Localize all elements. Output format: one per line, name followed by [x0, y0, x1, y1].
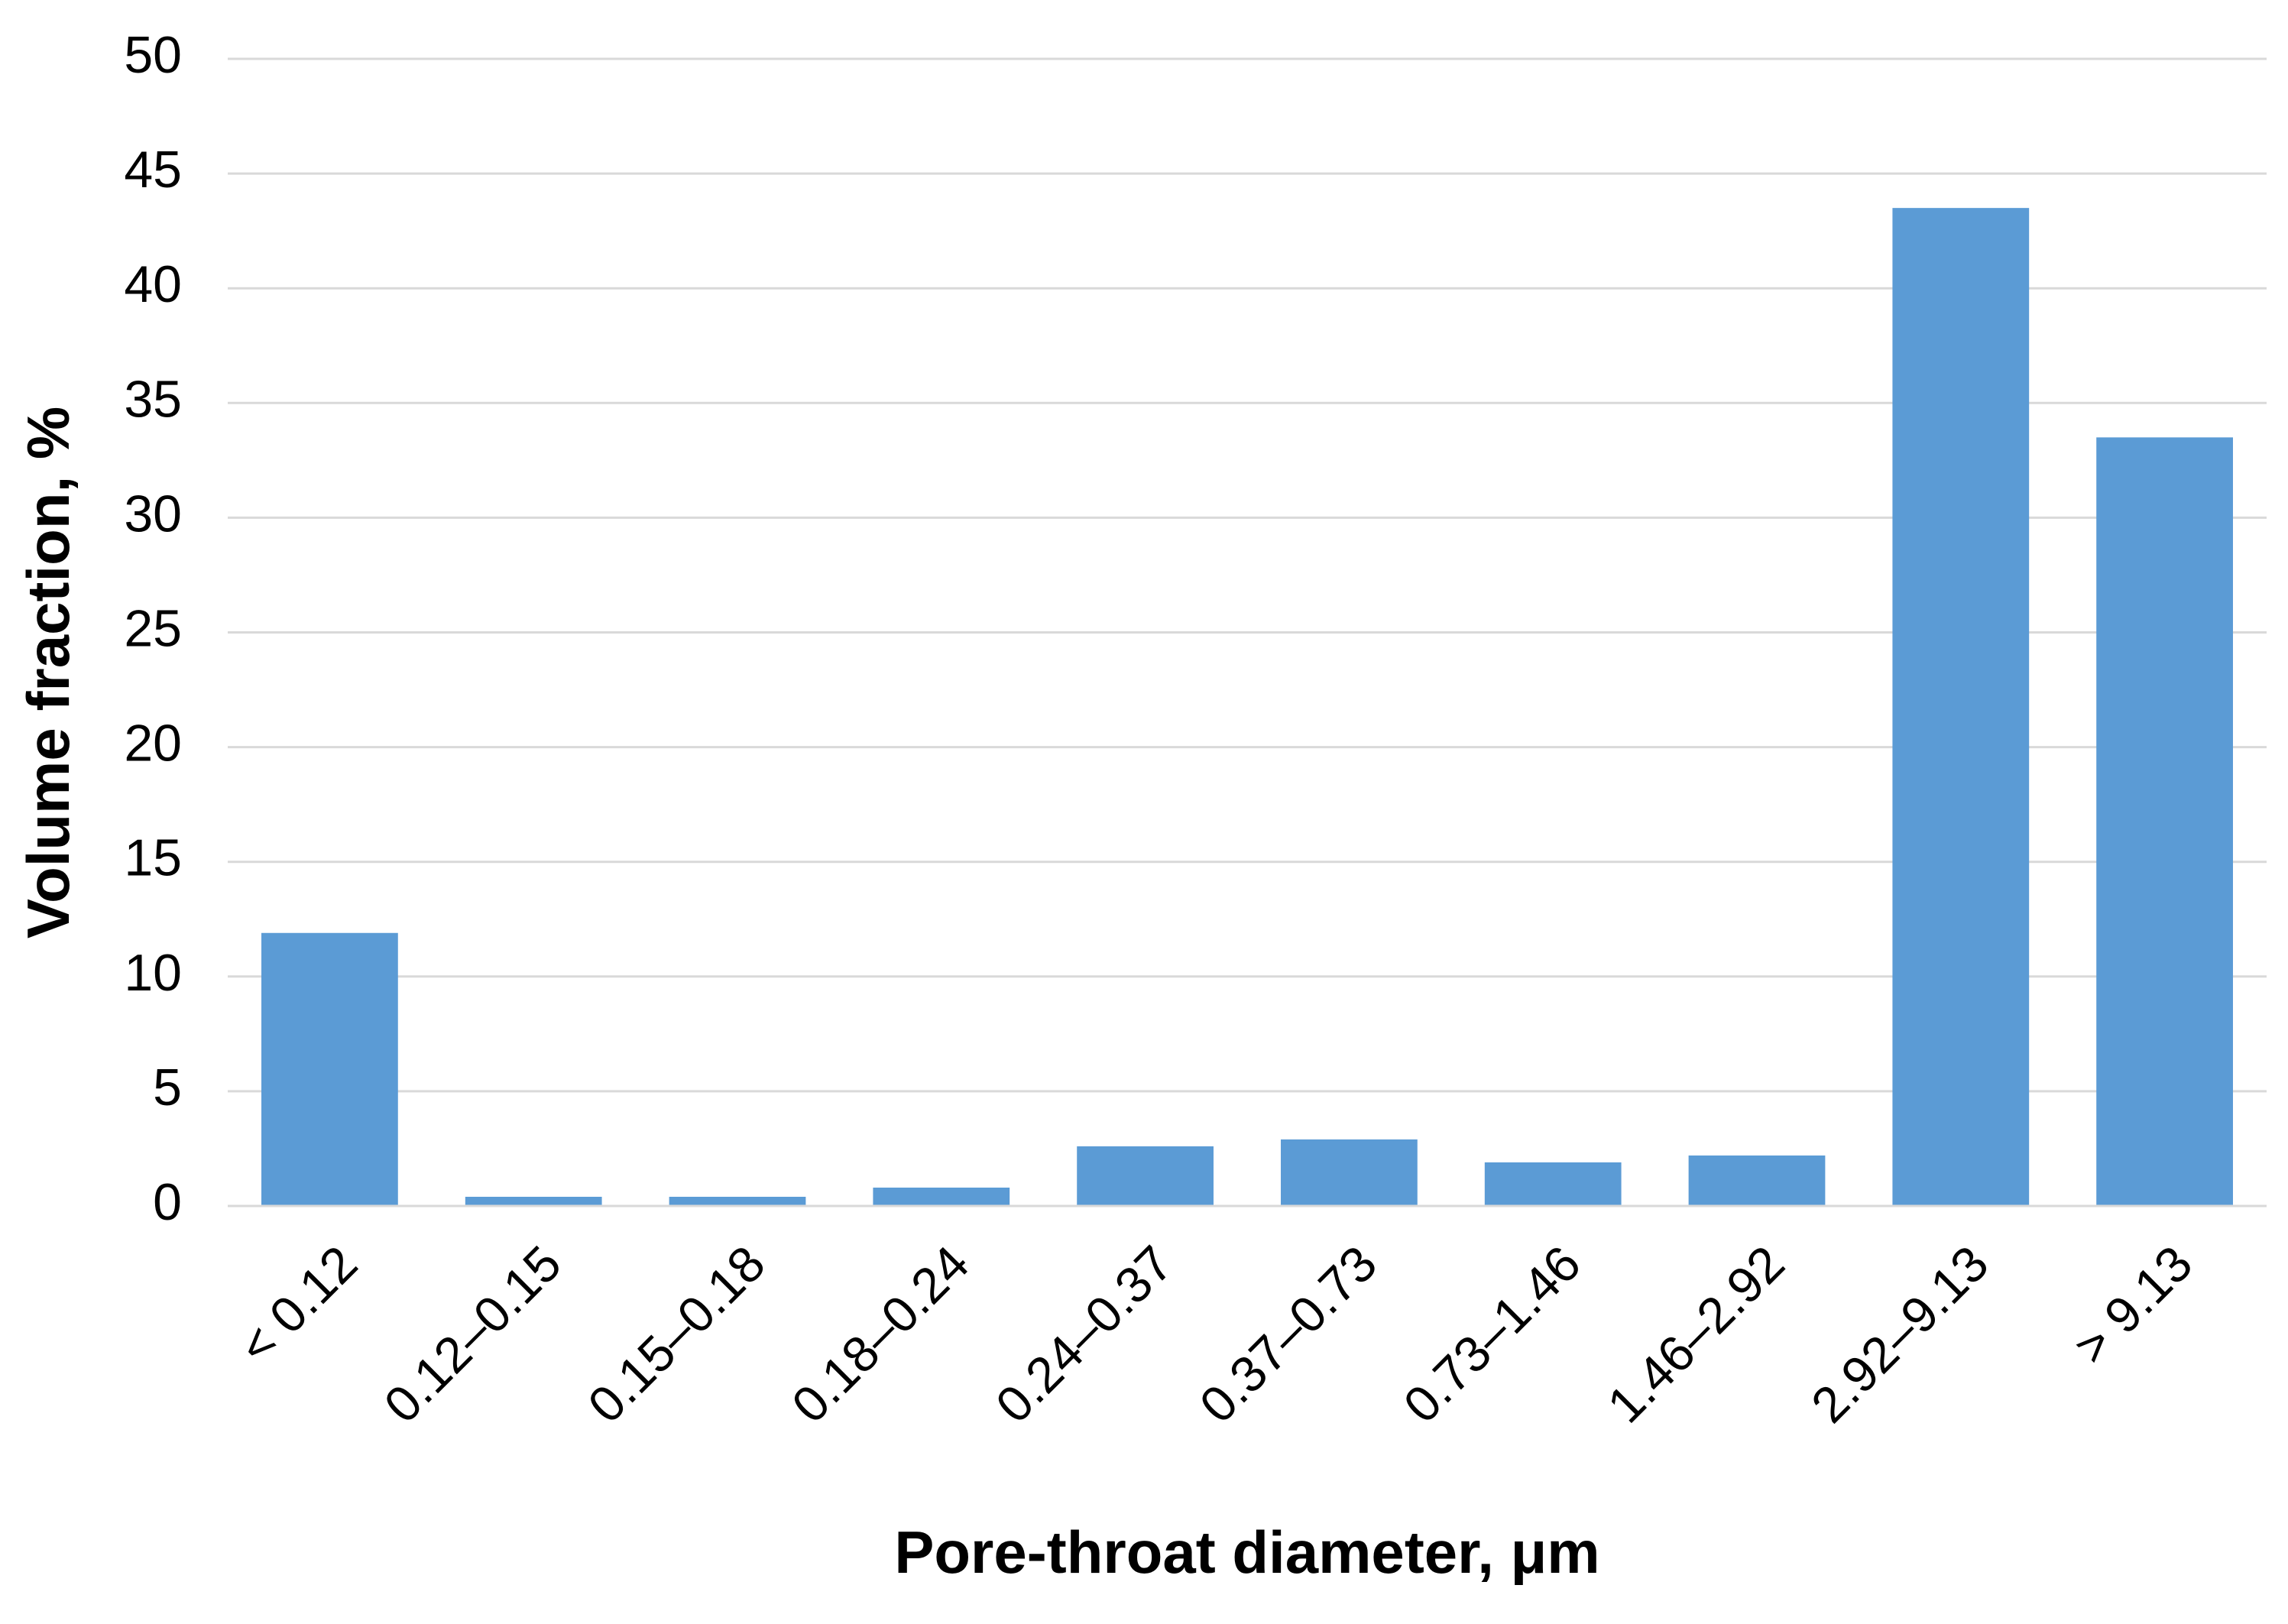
x-tick-label: > 9.13 [2063, 1235, 2202, 1375]
x-tick-label: 1.46–2.92 [1596, 1235, 1795, 1434]
y-axis-title: Volume fraction, % [15, 407, 82, 938]
bar [465, 1196, 602, 1206]
bar [669, 1196, 806, 1206]
bar [1688, 1155, 1826, 1206]
x-tick-label: 0.18–0.24 [781, 1235, 980, 1434]
bar [261, 932, 398, 1206]
bar [1892, 208, 2030, 1206]
bar [1484, 1162, 1622, 1206]
y-tick-label: 50 [124, 26, 182, 84]
y-tick-label: 25 [124, 599, 182, 657]
x-axis-title: Pore-throat diameter, μm [894, 1519, 1599, 1586]
x-tick-label: 0.37–0.73 [1188, 1235, 1387, 1434]
x-tick-label: 0.15–0.18 [577, 1235, 776, 1434]
y-tick-label: 40 [124, 255, 182, 313]
x-tick-label: < 0.12 [228, 1235, 368, 1375]
x-tick-label: 0.73–1.46 [1392, 1235, 1591, 1434]
bar [1281, 1139, 1418, 1206]
y-tick-label: 35 [124, 370, 182, 428]
y-tick-label: 10 [124, 944, 182, 1002]
y-tick-label: 45 [124, 141, 182, 199]
x-tick-label: 0.12–0.15 [373, 1235, 572, 1434]
y-tick-label: 0 [153, 1173, 182, 1231]
y-tick-label: 20 [124, 715, 182, 773]
bar [1077, 1146, 1214, 1206]
bar [2096, 437, 2233, 1206]
x-tick-label: 2.92–9.13 [1800, 1235, 1999, 1434]
y-tick-label: 5 [153, 1058, 182, 1117]
x-tick-label: 0.24–0.37 [985, 1235, 1184, 1434]
y-tick-label: 30 [124, 485, 182, 543]
bar [873, 1187, 1010, 1206]
y-tick-label: 15 [124, 829, 182, 887]
